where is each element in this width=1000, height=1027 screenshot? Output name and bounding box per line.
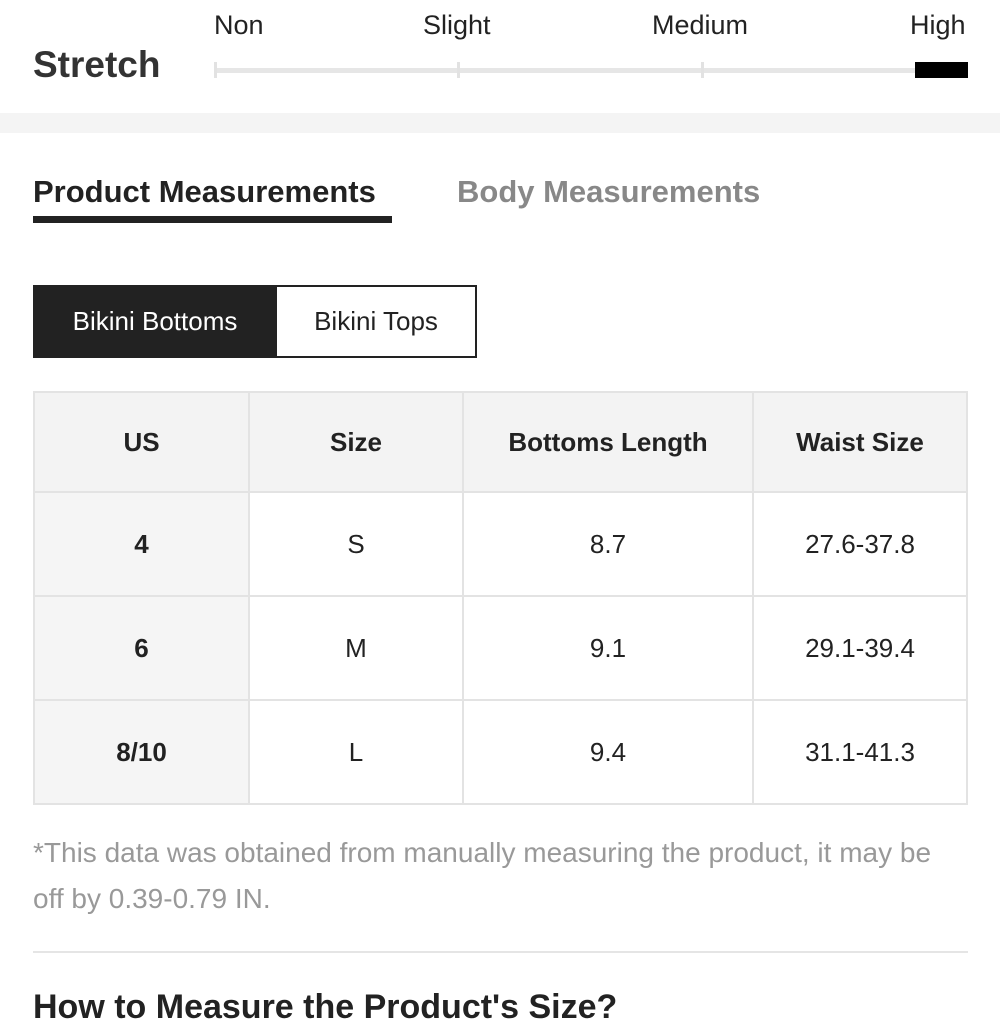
header-waist-size: Waist Size <box>752 391 968 493</box>
header-bottoms-length: Bottoms Length <box>462 391 754 493</box>
table-cell: S <box>248 491 464 597</box>
tab-product-measurements[interactable]: Product Measurements <box>33 174 376 209</box>
stretch-tick <box>214 62 217 78</box>
table-cell: 9.1 <box>462 595 754 701</box>
stretch-level-high: High <box>910 10 966 40</box>
stretch-level-medium: Medium <box>652 10 749 40</box>
table-cell: 27.6-37.8 <box>752 491 968 597</box>
header-us: US <box>33 391 250 493</box>
section-separator <box>0 113 1000 133</box>
table-row: 4 S 8.7 27.6-37.8 <box>33 491 968 597</box>
measurement-note: *This data was obtained from manually me… <box>33 837 932 914</box>
table-cell: 8/10 <box>33 699 250 805</box>
stretch-indicator <box>915 62 968 78</box>
header-size: Size <box>248 391 464 493</box>
active-tab-underline <box>33 216 392 223</box>
stretch-label: Stretch <box>33 44 161 85</box>
stretch-tick <box>701 62 704 78</box>
table-cell: 31.1-41.3 <box>752 699 968 805</box>
bikini-bottoms-button[interactable]: Bikini Bottoms <box>33 285 277 358</box>
table-cell: 6 <box>33 595 250 701</box>
divider <box>33 951 968 953</box>
stretch-tick <box>457 62 460 78</box>
table-cell: 4 <box>33 491 250 597</box>
table-cell: 9.4 <box>462 699 754 805</box>
tab-body-measurements[interactable]: Body Measurements <box>457 174 761 209</box>
size-table: US Size Bottoms Length Waist Size 4 S 8.7 2… <box>33 391 968 805</box>
bikini-tops-button[interactable]: Bikini Tops <box>275 285 477 358</box>
stretch-track <box>215 68 968 73</box>
table-cell: L <box>248 699 464 805</box>
table-cell: 29.1-39.4 <box>752 595 968 701</box>
table-row: 6 M 9.1 29.1-39.4 <box>33 595 968 701</box>
how-to-measure-heading: How to Measure the Product's Size? <box>33 988 618 1026</box>
stretch-level-non: Non <box>214 10 264 40</box>
stretch-level-slight: Slight <box>423 10 491 40</box>
table-row: 8/10 L 9.4 31.1-41.3 <box>33 699 968 805</box>
table-cell: 8.7 <box>462 491 754 597</box>
table-header-row: US Size Bottoms Length Waist Size <box>33 391 968 493</box>
table-cell: M <box>248 595 464 701</box>
